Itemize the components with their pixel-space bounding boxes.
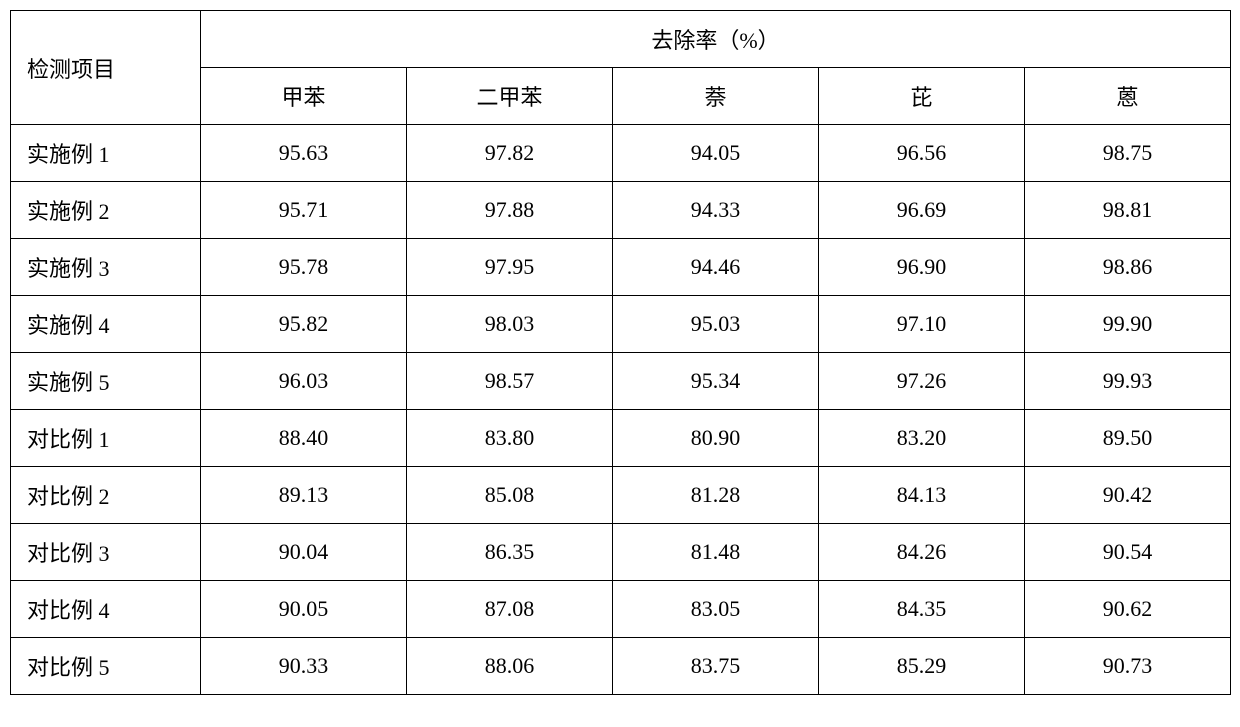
data-cell: 95.34 <box>613 353 819 410</box>
data-cell: 83.75 <box>613 638 819 695</box>
data-cell: 96.69 <box>819 182 1025 239</box>
data-cell: 95.78 <box>201 239 407 296</box>
column-header: 二甲苯 <box>407 68 613 125</box>
table-row: 实施例 2 95.71 97.88 94.33 96.69 98.81 <box>11 182 1231 239</box>
table-row: 对比例 2 89.13 85.08 81.28 84.13 90.42 <box>11 467 1231 524</box>
group-header: 去除率（%） <box>201 11 1231 68</box>
row-header-title: 检测项目 <box>11 11 201 125</box>
data-cell: 98.75 <box>1025 125 1231 182</box>
data-cell: 88.40 <box>201 410 407 467</box>
row-label: 实施例 3 <box>11 239 201 296</box>
row-label: 对比例 5 <box>11 638 201 695</box>
data-cell: 90.04 <box>201 524 407 581</box>
data-cell: 97.26 <box>819 353 1025 410</box>
data-cell: 85.29 <box>819 638 1025 695</box>
data-cell: 98.86 <box>1025 239 1231 296</box>
data-cell: 97.82 <box>407 125 613 182</box>
data-cell: 90.05 <box>201 581 407 638</box>
data-cell: 85.08 <box>407 467 613 524</box>
data-cell: 81.48 <box>613 524 819 581</box>
table-row: 对比例 3 90.04 86.35 81.48 84.26 90.54 <box>11 524 1231 581</box>
data-cell: 96.90 <box>819 239 1025 296</box>
data-cell: 86.35 <box>407 524 613 581</box>
data-cell: 84.13 <box>819 467 1025 524</box>
data-cell: 98.57 <box>407 353 613 410</box>
header-row-1: 检测项目 去除率（%） <box>11 11 1231 68</box>
data-cell: 94.46 <box>613 239 819 296</box>
table-header: 检测项目 去除率（%） 甲苯 二甲苯 萘 芘 蒽 <box>11 11 1231 125</box>
data-cell: 99.93 <box>1025 353 1231 410</box>
data-cell: 84.35 <box>819 581 1025 638</box>
row-label: 对比例 3 <box>11 524 201 581</box>
data-cell: 88.06 <box>407 638 613 695</box>
data-cell: 95.03 <box>613 296 819 353</box>
data-cell: 95.71 <box>201 182 407 239</box>
data-cell: 83.05 <box>613 581 819 638</box>
data-cell: 98.81 <box>1025 182 1231 239</box>
table-row: 实施例 3 95.78 97.95 94.46 96.90 98.86 <box>11 239 1231 296</box>
data-cell: 99.90 <box>1025 296 1231 353</box>
column-header: 蒽 <box>1025 68 1231 125</box>
data-cell: 90.73 <box>1025 638 1231 695</box>
data-cell: 96.56 <box>819 125 1025 182</box>
data-cell: 98.03 <box>407 296 613 353</box>
row-label: 对比例 1 <box>11 410 201 467</box>
data-cell: 80.90 <box>613 410 819 467</box>
table-row: 实施例 1 95.63 97.82 94.05 96.56 98.75 <box>11 125 1231 182</box>
table-row: 对比例 5 90.33 88.06 83.75 85.29 90.73 <box>11 638 1231 695</box>
data-cell: 89.13 <box>201 467 407 524</box>
row-label: 实施例 1 <box>11 125 201 182</box>
column-header: 甲苯 <box>201 68 407 125</box>
data-cell: 90.42 <box>1025 467 1231 524</box>
data-cell: 90.54 <box>1025 524 1231 581</box>
table-body: 实施例 1 95.63 97.82 94.05 96.56 98.75 实施例 … <box>11 125 1231 695</box>
data-cell: 94.05 <box>613 125 819 182</box>
row-label: 对比例 2 <box>11 467 201 524</box>
data-cell: 81.28 <box>613 467 819 524</box>
data-cell: 90.62 <box>1025 581 1231 638</box>
row-label: 实施例 2 <box>11 182 201 239</box>
table-row: 对比例 4 90.05 87.08 83.05 84.35 90.62 <box>11 581 1231 638</box>
row-label: 实施例 5 <box>11 353 201 410</box>
data-cell: 83.20 <box>819 410 1025 467</box>
data-cell: 96.03 <box>201 353 407 410</box>
data-cell: 89.50 <box>1025 410 1231 467</box>
table-row: 实施例 4 95.82 98.03 95.03 97.10 99.90 <box>11 296 1231 353</box>
row-label: 实施例 4 <box>11 296 201 353</box>
data-cell: 87.08 <box>407 581 613 638</box>
table-row: 对比例 1 88.40 83.80 80.90 83.20 89.50 <box>11 410 1231 467</box>
data-cell: 94.33 <box>613 182 819 239</box>
data-cell: 90.33 <box>201 638 407 695</box>
column-header: 芘 <box>819 68 1025 125</box>
data-cell: 97.88 <box>407 182 613 239</box>
table-row: 实施例 5 96.03 98.57 95.34 97.26 99.93 <box>11 353 1231 410</box>
removal-rate-table: 检测项目 去除率（%） 甲苯 二甲苯 萘 芘 蒽 实施例 1 95.63 97.… <box>10 10 1231 695</box>
data-cell: 84.26 <box>819 524 1025 581</box>
row-label: 对比例 4 <box>11 581 201 638</box>
data-cell: 97.95 <box>407 239 613 296</box>
data-cell: 83.80 <box>407 410 613 467</box>
data-cell: 97.10 <box>819 296 1025 353</box>
data-cell: 95.82 <box>201 296 407 353</box>
data-cell: 95.63 <box>201 125 407 182</box>
column-header: 萘 <box>613 68 819 125</box>
